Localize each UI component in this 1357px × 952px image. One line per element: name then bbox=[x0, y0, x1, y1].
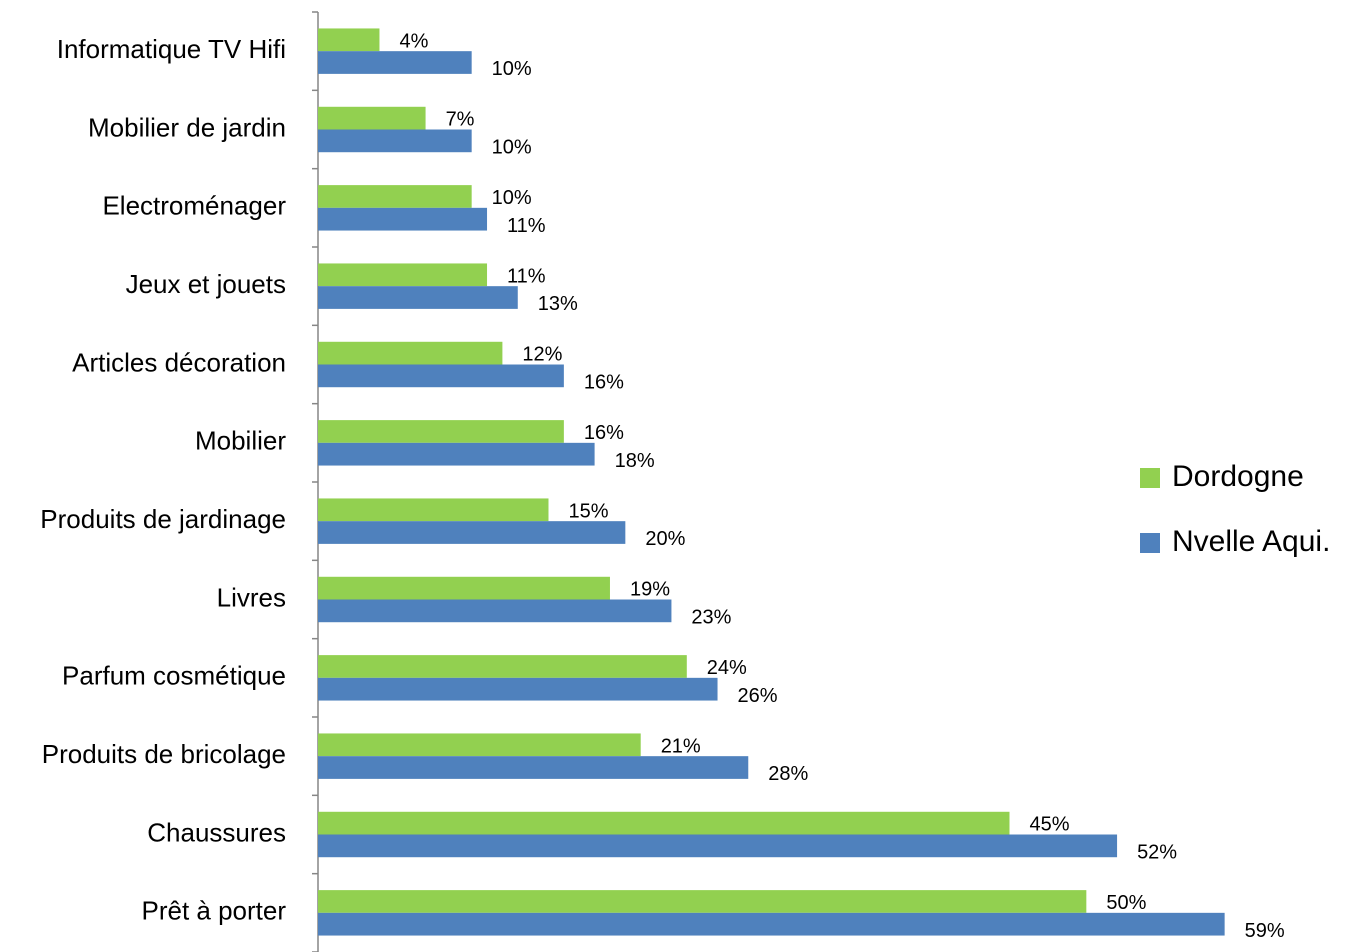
data-label: 10% bbox=[492, 187, 532, 209]
bar bbox=[318, 756, 749, 779]
data-label: 59% bbox=[1245, 920, 1285, 942]
data-label: 11% bbox=[507, 265, 546, 287]
data-label: 16% bbox=[584, 372, 624, 394]
y-tick-label: Jeux et jouets bbox=[126, 269, 286, 299]
data-label: 11% bbox=[507, 215, 546, 237]
y-tick-label: Mobilier bbox=[195, 426, 286, 456]
bar bbox=[318, 733, 641, 757]
y-tick-label: Prêt à porter bbox=[141, 896, 286, 926]
data-label: 13% bbox=[538, 293, 578, 315]
bar bbox=[318, 263, 488, 287]
bar bbox=[318, 655, 687, 678]
y-tick-label: Articles décoration bbox=[72, 347, 286, 377]
data-label: 4% bbox=[399, 30, 428, 52]
bar bbox=[318, 207, 488, 231]
data-label: 50% bbox=[1106, 892, 1146, 914]
y-tick-label: Informatique TV Hifi bbox=[57, 34, 286, 64]
data-label: 52% bbox=[1137, 842, 1177, 864]
bar bbox=[318, 341, 503, 365]
data-label: 19% bbox=[630, 579, 670, 601]
data-label: 16% bbox=[584, 422, 624, 444]
bar bbox=[318, 364, 564, 388]
bar bbox=[318, 442, 595, 466]
bar bbox=[318, 498, 549, 522]
bar bbox=[318, 28, 380, 52]
y-tick-label: Electroménager bbox=[102, 191, 286, 221]
bar bbox=[318, 890, 1087, 913]
bar bbox=[318, 811, 1010, 835]
y-tick-label: Produits de jardinage bbox=[40, 504, 286, 534]
data-label: 10% bbox=[492, 137, 532, 159]
bar bbox=[318, 106, 426, 130]
bar bbox=[318, 521, 626, 544]
data-label: 21% bbox=[661, 735, 701, 757]
y-tick-label: Produits de bricolage bbox=[42, 739, 286, 769]
bar bbox=[318, 677, 718, 701]
data-label: 23% bbox=[691, 607, 731, 629]
data-label: 28% bbox=[768, 763, 808, 785]
bar bbox=[318, 834, 1118, 858]
bar bbox=[318, 912, 1225, 936]
data-label: 12% bbox=[522, 344, 562, 366]
y-tick-label: Mobilier de jardin bbox=[88, 112, 286, 142]
data-label: 20% bbox=[645, 528, 685, 550]
legend-swatch bbox=[1140, 533, 1160, 553]
y-tick-label: Parfum cosmétique bbox=[62, 661, 286, 691]
data-label: 24% bbox=[707, 657, 747, 679]
data-label: 45% bbox=[1030, 814, 1070, 836]
data-label: 26% bbox=[738, 685, 778, 707]
bar bbox=[318, 576, 610, 600]
bar bbox=[318, 286, 518, 309]
y-tick-label: Chaussures bbox=[147, 817, 286, 847]
bar bbox=[318, 420, 564, 443]
y-tick-label: Livres bbox=[217, 582, 286, 612]
bar bbox=[318, 129, 472, 153]
legend-swatch bbox=[1140, 468, 1160, 488]
legend-label: Nvelle Aqui. bbox=[1172, 525, 1330, 558]
data-label: 7% bbox=[446, 109, 475, 131]
data-label: 15% bbox=[569, 500, 609, 522]
bar bbox=[318, 51, 472, 74]
legend-label: Dordogne bbox=[1172, 460, 1304, 493]
bar bbox=[318, 185, 472, 208]
data-label: 10% bbox=[492, 58, 532, 80]
data-label: 18% bbox=[615, 450, 655, 472]
bar bbox=[318, 599, 672, 623]
